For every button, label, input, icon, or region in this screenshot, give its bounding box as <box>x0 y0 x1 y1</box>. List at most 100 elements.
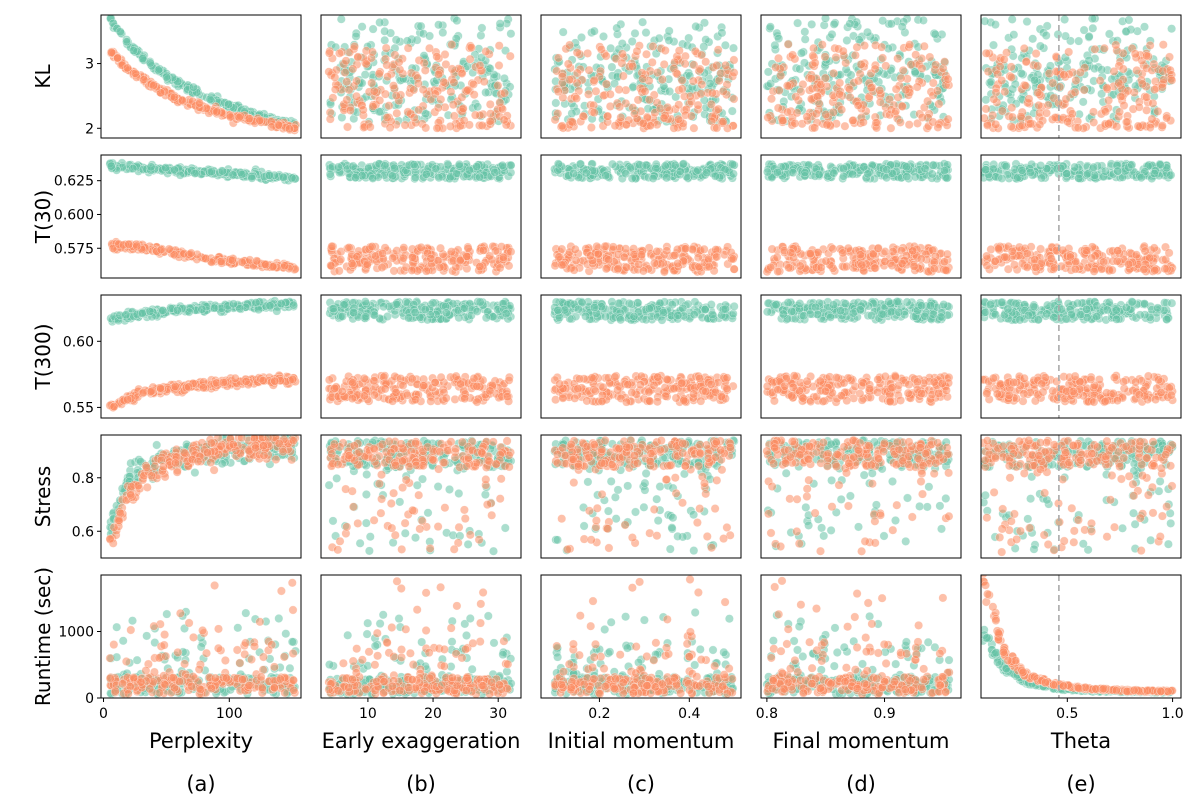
point-series-b <box>186 248 196 258</box>
point-series-b <box>261 260 271 270</box>
point-series-b <box>605 89 615 99</box>
point-series-b <box>993 69 1003 79</box>
point-series-a <box>930 29 940 39</box>
point-series-b <box>729 264 739 274</box>
point-series-a <box>121 310 131 320</box>
point-series-b <box>365 122 375 132</box>
point-series-b <box>572 68 582 78</box>
point-series-b <box>1059 70 1069 80</box>
point-series-b <box>348 64 358 74</box>
panel-frame <box>320 154 522 279</box>
point-series-b <box>659 113 669 123</box>
point-series-a <box>589 26 599 36</box>
point-series-a <box>1100 166 1110 176</box>
point-series-b <box>457 69 467 78</box>
point-series-b <box>1049 263 1059 273</box>
point-series-b <box>170 382 180 391</box>
point-series-a <box>940 166 949 176</box>
point-series-b <box>1157 121 1167 131</box>
point-series-a <box>765 22 775 32</box>
point-series-a <box>793 18 803 28</box>
point-series-a <box>1056 163 1066 173</box>
point-series-b <box>343 122 352 132</box>
point-series-b <box>457 92 467 102</box>
point-series-a <box>1079 25 1089 35</box>
point-series-b <box>477 121 487 130</box>
point-series-b <box>421 266 431 276</box>
point-series-b <box>806 74 816 83</box>
point-series-b <box>334 266 344 276</box>
point-series-a <box>800 168 810 178</box>
point-series-a <box>1074 36 1084 46</box>
point-series-b <box>1031 262 1041 272</box>
point-series-b <box>680 51 690 61</box>
point-series-b <box>432 52 442 62</box>
point-series-b <box>613 264 623 274</box>
point-series-b <box>729 68 739 78</box>
point-series-b <box>783 39 793 49</box>
point-series-b <box>436 243 445 253</box>
point-series-a <box>770 40 780 50</box>
point-series-a <box>665 87 675 96</box>
point-series-b <box>767 244 777 254</box>
point-series-b <box>1113 246 1123 256</box>
point-series-b <box>1132 65 1142 75</box>
point-series-a <box>289 300 298 310</box>
point-series-b <box>604 255 614 265</box>
point-series-b <box>608 242 618 252</box>
point-series-b <box>622 262 632 272</box>
point-series-b <box>809 43 819 53</box>
point-series-a <box>990 20 1000 30</box>
point-series-b <box>392 246 402 256</box>
point-series-b <box>994 244 1004 254</box>
point-series-a <box>1155 160 1165 170</box>
point-series-b <box>1150 265 1160 275</box>
points-group <box>106 15 301 135</box>
point-series-b <box>905 40 915 50</box>
point-series-b <box>169 92 179 102</box>
point-series-b <box>713 104 723 114</box>
point-series-a <box>927 169 937 179</box>
point-series-b <box>821 256 831 266</box>
point-series-b <box>385 123 395 133</box>
point-series-a <box>654 33 664 43</box>
point-series-b <box>353 52 363 62</box>
point-series-b <box>911 50 921 60</box>
point-series-a <box>662 173 672 183</box>
point-series-b <box>713 45 723 55</box>
points-group <box>105 296 300 412</box>
panel-frame <box>760 154 962 279</box>
point-series-b <box>216 257 226 266</box>
point-series-b <box>989 94 999 104</box>
point-series-a <box>490 167 500 177</box>
point-series-a <box>153 65 163 75</box>
point-series-b <box>390 50 400 60</box>
point-series-a <box>626 163 636 173</box>
point-series-b <box>212 107 222 117</box>
points-group <box>550 159 739 277</box>
point-series-b <box>845 92 855 102</box>
points-group <box>324 15 516 133</box>
point-series-b <box>704 262 714 272</box>
point-series-a <box>842 36 852 45</box>
points-group <box>550 17 739 133</box>
point-series-a <box>237 169 247 179</box>
point-series-a <box>472 162 482 172</box>
point-series-b <box>638 118 648 128</box>
point-series-b <box>258 375 268 385</box>
point-series-b <box>660 46 670 55</box>
point-series-a <box>475 172 485 182</box>
point-series-a <box>499 73 509 83</box>
point-series-b <box>1095 76 1105 86</box>
point-series-b <box>570 244 580 254</box>
point-series-b <box>344 85 354 95</box>
point-series-a <box>473 102 483 112</box>
point-series-b <box>648 41 658 51</box>
point-series-b <box>621 244 631 254</box>
point-series-b <box>578 111 588 121</box>
point-series-b <box>873 243 883 253</box>
points-group <box>762 159 954 277</box>
y-tick-label: 3 <box>85 57 94 73</box>
point-series-b <box>1123 86 1133 96</box>
point-series-a <box>1060 15 1070 24</box>
